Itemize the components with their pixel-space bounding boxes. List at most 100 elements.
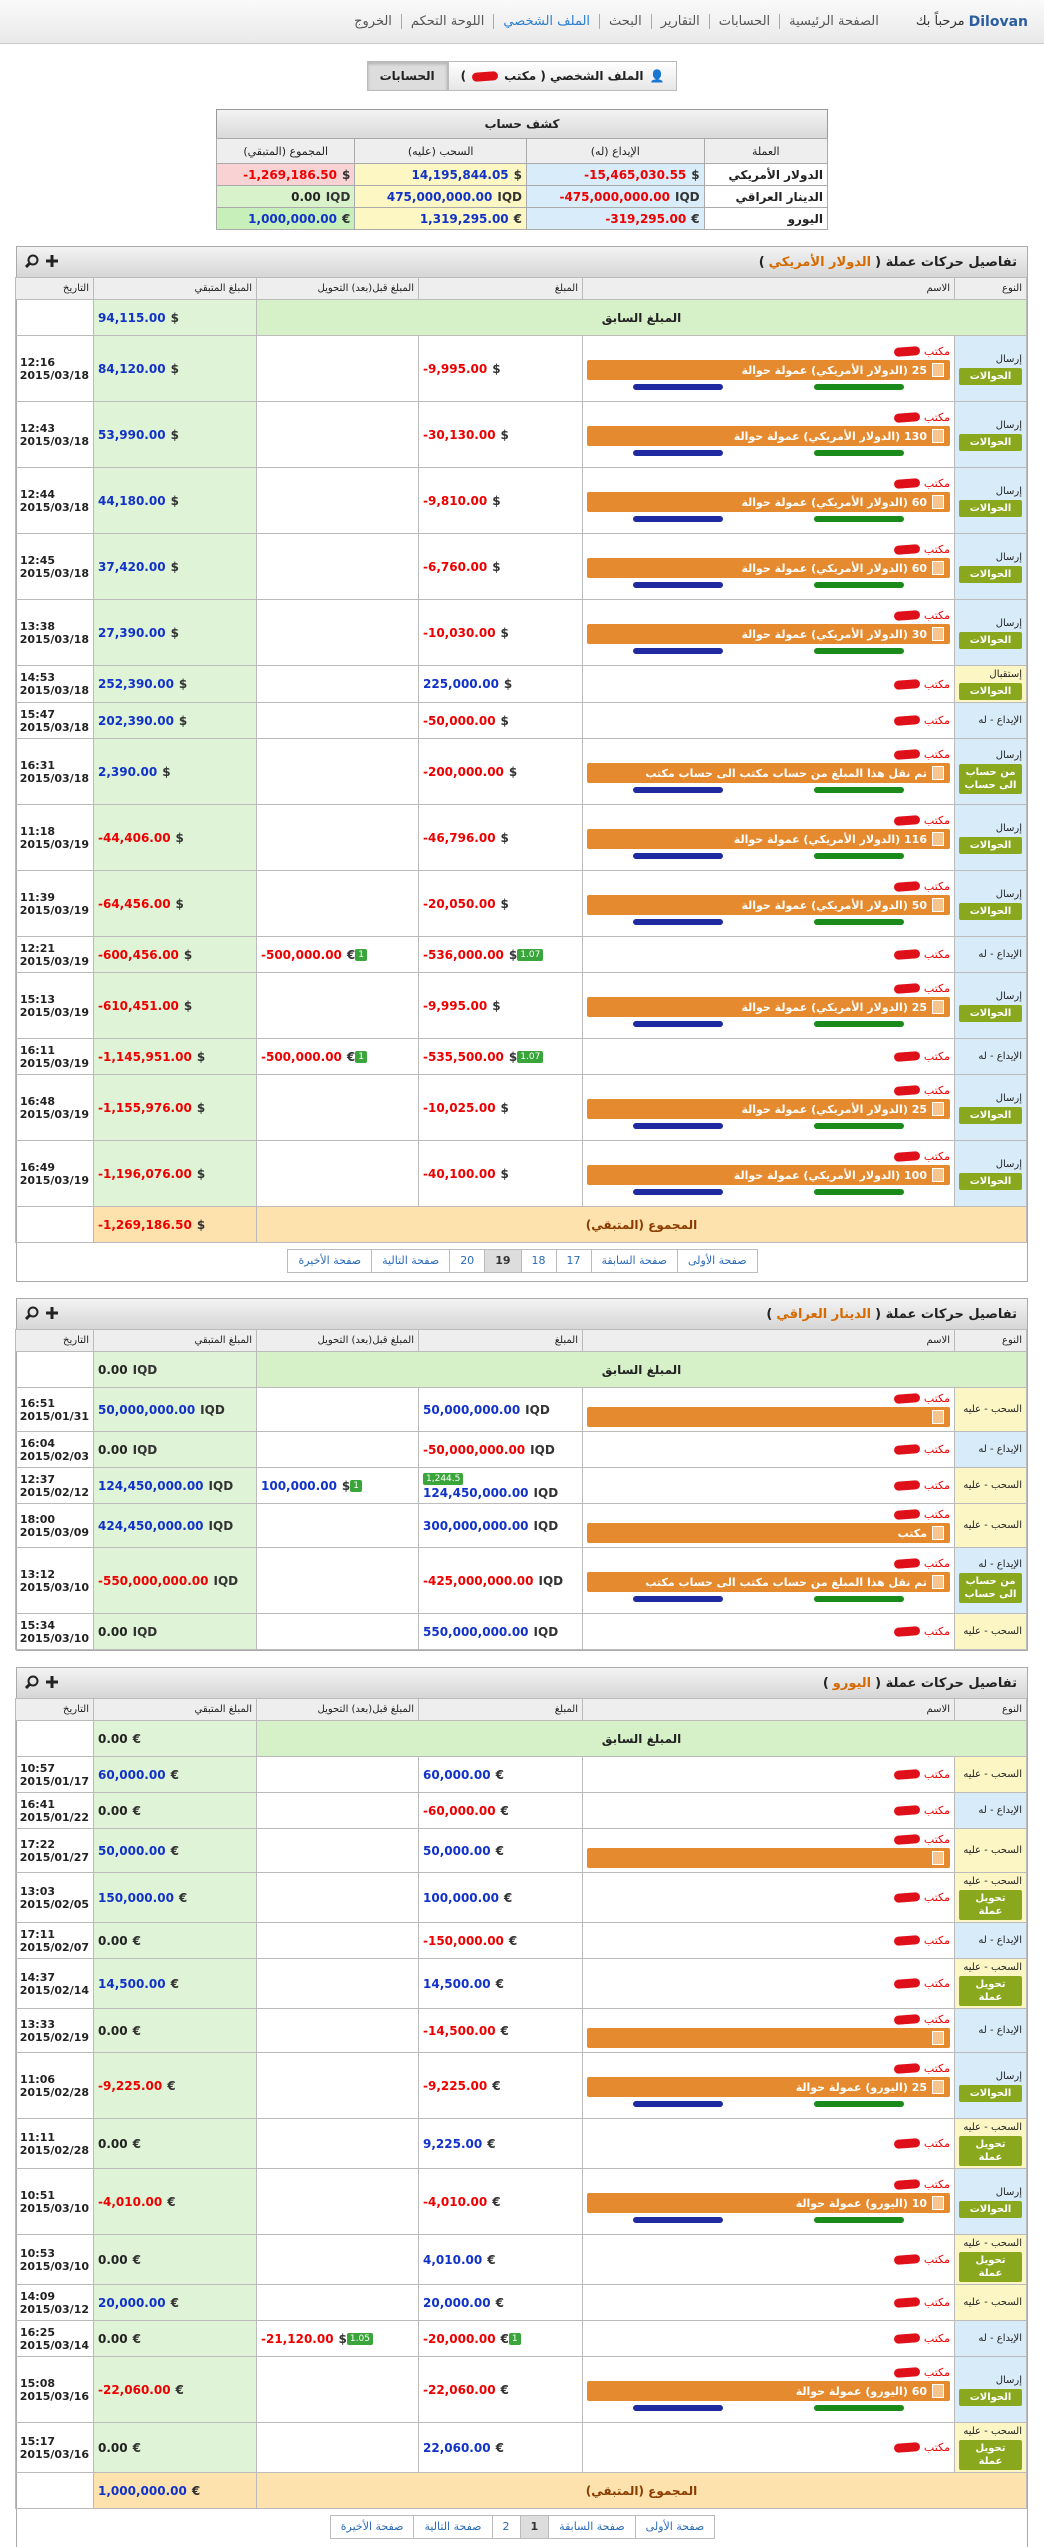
currency-symbol: € — [341, 211, 351, 226]
column-header: النوع — [954, 1329, 1027, 1352]
redaction — [471, 70, 499, 82]
type-badge[interactable]: الحوالات — [959, 2084, 1022, 2102]
profile-button[interactable]: 👤 الملف الشخصي ( مكتب) — [447, 61, 678, 91]
transaction-row: إرسال الحوالات مكتب 30 (الدولار الأمريكي) ع… — [15, 599, 1027, 666]
remaining: 252,390.00 $ — [98, 677, 187, 691]
type-badge[interactable]: تحويل عملة — [959, 1976, 1022, 2006]
page-link[interactable]: 2 — [491, 2515, 521, 2539]
amount-value: -9,810.00 — [423, 493, 488, 508]
type-badge[interactable]: الحوالات — [959, 565, 1022, 583]
type-badge[interactable]: الحوالات — [959, 2200, 1022, 2218]
page-link[interactable]: 17 — [555, 1249, 592, 1273]
nav-link[interactable]: التقارير — [650, 14, 709, 29]
page-link[interactable]: صفحة الأخيرة — [329, 2515, 415, 2539]
type-badge[interactable]: الحوالات — [959, 1172, 1022, 1190]
prior-cell: 94,115.00 $ — [93, 299, 257, 336]
remaining: 37,420.00 $ — [98, 560, 179, 574]
doc-icon — [932, 1168, 944, 1182]
page-link[interactable]: صفحة السابقة — [590, 1249, 678, 1273]
nav-link[interactable]: الملف الشخصي — [493, 14, 599, 29]
redaction-lines — [587, 2405, 950, 2413]
description: 60 (اليورو) عمولة حوالة — [795, 2384, 927, 2398]
converted-cell — [256, 1503, 419, 1548]
nav-link[interactable]: الخروج — [354, 14, 392, 29]
page-link[interactable]: صفحة الأخيرة — [287, 1249, 373, 1273]
type-badge[interactable]: الحوالات — [959, 631, 1022, 649]
remaining-value: 0.00 — [98, 1442, 128, 1457]
type-badge[interactable]: الحوالات — [959, 1106, 1022, 1124]
currency-symbol: € — [500, 2023, 509, 2038]
name-line: مكتب — [587, 948, 950, 961]
type-badge[interactable]: الحوالات — [959, 367, 1022, 385]
nav-link[interactable]: الصفحة الرئيسية — [779, 14, 888, 29]
redaction — [893, 1085, 921, 1096]
amount-value: 50,000,000.00 — [423, 1402, 521, 1417]
type-badge[interactable]: تحويل عملة — [959, 1890, 1022, 1920]
currency-symbol: $ — [170, 361, 179, 376]
type-badge[interactable]: الحوالات — [959, 836, 1022, 854]
type-badge[interactable]: الحوالات — [959, 433, 1022, 451]
page-link[interactable]: 19 — [484, 1249, 522, 1273]
page-link[interactable]: 20 — [449, 1249, 486, 1273]
accounts-button[interactable]: الحسابات — [366, 61, 448, 91]
transaction-row: الإيداع - له مكتب 1.07-536,000.00 $1-500,00… — [15, 936, 1027, 973]
office-name: مكتب — [923, 2441, 950, 2454]
search-icon[interactable] — [25, 1675, 39, 1689]
type-badge[interactable]: من حساب الى حساب — [959, 764, 1022, 794]
converted-cell — [256, 599, 419, 666]
remaining-value: -1,155,976.00 — [98, 1100, 192, 1115]
type-cell: السحب - عليه — [954, 1467, 1027, 1504]
converted-cell — [256, 2052, 419, 2119]
search-icon[interactable] — [25, 254, 39, 268]
converted-cell — [256, 1387, 419, 1432]
currency-symbol: IQD — [533, 1485, 559, 1500]
add-icon[interactable] — [45, 1675, 59, 1689]
add-icon[interactable] — [45, 254, 59, 268]
page-link[interactable]: صفحة التالية — [413, 2515, 493, 2539]
type-badge[interactable]: الحوالات — [959, 499, 1022, 517]
type-badge[interactable]: تحويل عملة — [959, 2440, 1022, 2470]
currency-symbol: $ — [162, 764, 171, 779]
page-link[interactable]: صفحة الأولى — [677, 1249, 758, 1273]
withdraw: 14,195,844.05 $ — [411, 168, 522, 182]
currency-symbol: € — [170, 1976, 179, 1991]
amount: 22,060.00 € — [423, 2441, 504, 2455]
date-cell: 14:09 2015/03/12 — [15, 2284, 94, 2321]
add-icon[interactable] — [45, 1306, 59, 1320]
type-badge[interactable]: تحويل عملة — [959, 2136, 1022, 2166]
time: 13:03 — [20, 1884, 56, 1898]
column-header: الاسم — [582, 277, 955, 300]
amount: -50,000,000.00 IQD — [423, 1443, 555, 1457]
page-link[interactable]: 1 — [519, 2515, 550, 2539]
nav-link[interactable]: اللوحة التحكم — [400, 14, 493, 29]
remaining-cell: 0.00 € — [93, 2422, 257, 2473]
date: 2015/03/12 — [19, 2302, 89, 2316]
type-badge[interactable]: الحوالات — [959, 683, 1022, 700]
amount-cell: -30,130.00 $ — [418, 401, 583, 468]
type-badge[interactable]: الحوالات — [959, 2388, 1022, 2406]
name-line: مكتب — [587, 748, 950, 761]
page-link[interactable]: صفحة التالية — [371, 1249, 451, 1273]
remaining: -1,145,951.00 $ — [98, 1050, 205, 1064]
page-link[interactable]: صفحة السابقة — [548, 2515, 636, 2539]
amount-value: -50,000.00 — [423, 713, 496, 728]
amount-value: -200,000.00 — [423, 764, 504, 779]
converted-cell — [256, 2356, 419, 2423]
withdraw-value: 475,000,000.00 — [386, 189, 493, 204]
office-name: مكتب — [923, 714, 950, 727]
page-link[interactable]: 18 — [520, 1249, 557, 1273]
currency-symbol: IQD — [538, 1573, 564, 1588]
type-badge[interactable]: من حساب الى حساب — [959, 1573, 1022, 1603]
type-badge[interactable]: تحويل عملة — [959, 2252, 1022, 2282]
type-badge[interactable]: الحوالات — [959, 902, 1022, 920]
remaining: 0.00 € — [98, 1804, 141, 1818]
welcome: مرحباً بك — [915, 14, 965, 29]
nav-link[interactable]: البحث — [599, 14, 651, 29]
search-icon[interactable] — [25, 1306, 39, 1320]
redaction — [632, 1021, 723, 1027]
page-link[interactable]: صفحة الأولى — [634, 2515, 716, 2539]
type-badge[interactable]: الحوالات — [959, 1004, 1022, 1022]
brand[interactable]: Dilovan — [968, 13, 1028, 30]
nav-link[interactable]: الحسابات — [708, 14, 779, 29]
remaining-value: 0.00 — [98, 2331, 128, 2346]
